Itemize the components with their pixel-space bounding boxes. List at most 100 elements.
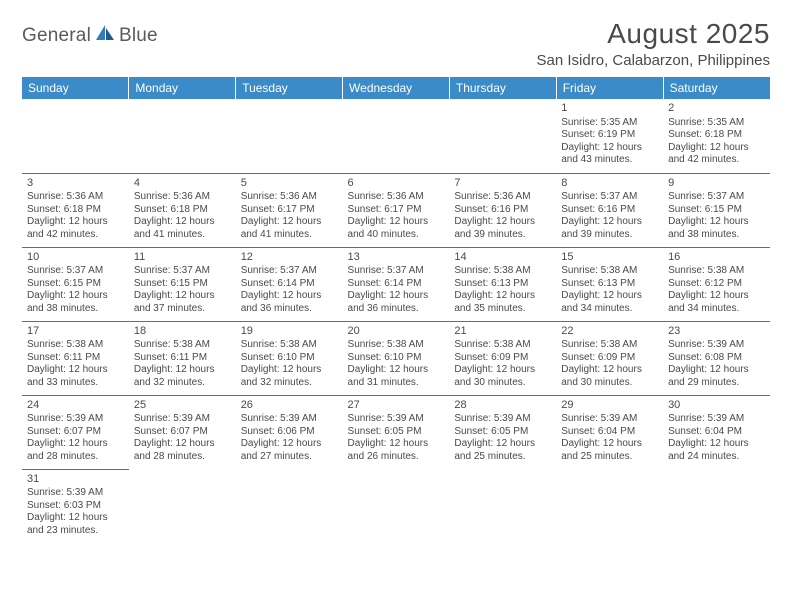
day-info-line: Sunrise: 5:37 AM (27, 265, 124, 278)
day-info-line: Daylight: 12 hours (561, 438, 658, 451)
day-info-line: and 24 minutes. (668, 451, 765, 464)
logo-text-second: Blue (119, 25, 158, 47)
calendar-cell (449, 469, 556, 543)
day-info-line: and 26 minutes. (348, 451, 445, 464)
day-info-line: Sunset: 6:07 PM (134, 426, 231, 439)
day-info-line: Sunset: 6:06 PM (241, 426, 338, 439)
calendar-cell: 13Sunrise: 5:37 AMSunset: 6:14 PMDayligh… (343, 247, 450, 321)
calendar-row: 17Sunrise: 5:38 AMSunset: 6:11 PMDayligh… (22, 321, 770, 395)
day-number: 26 (241, 399, 338, 413)
day-header: Sunday (22, 77, 129, 99)
calendar-cell: 24Sunrise: 5:39 AMSunset: 6:07 PMDayligh… (22, 395, 129, 469)
calendar-cell (343, 99, 450, 173)
calendar-cell: 28Sunrise: 5:39 AMSunset: 6:05 PMDayligh… (449, 395, 556, 469)
day-info-line: and 35 minutes. (454, 303, 551, 316)
day-number: 22 (561, 325, 658, 339)
day-info-line: Daylight: 12 hours (454, 364, 551, 377)
day-info-line: and 36 minutes. (348, 303, 445, 316)
day-info-line: Sunrise: 5:36 AM (241, 191, 338, 204)
day-number: 4 (134, 177, 231, 191)
calendar-cell: 1Sunrise: 5:35 AMSunset: 6:19 PMDaylight… (556, 99, 663, 173)
day-info-line: Sunrise: 5:38 AM (454, 339, 551, 352)
calendar-cell: 21Sunrise: 5:38 AMSunset: 6:09 PMDayligh… (449, 321, 556, 395)
day-info-line: Daylight: 12 hours (668, 364, 765, 377)
day-info-line: Sunset: 6:04 PM (668, 426, 765, 439)
day-info-line: Daylight: 12 hours (348, 438, 445, 451)
day-info-line: and 42 minutes. (668, 154, 765, 167)
day-info-line: Daylight: 12 hours (348, 364, 445, 377)
day-info-line: Sunrise: 5:39 AM (561, 413, 658, 426)
calendar-cell (663, 469, 770, 543)
day-info-line: and 31 minutes. (348, 377, 445, 390)
calendar-cell: 11Sunrise: 5:37 AMSunset: 6:15 PMDayligh… (129, 247, 236, 321)
calendar-cell: 3Sunrise: 5:36 AMSunset: 6:18 PMDaylight… (22, 173, 129, 247)
day-info-line: Daylight: 12 hours (348, 290, 445, 303)
day-number: 20 (348, 325, 445, 339)
day-info-line: Sunrise: 5:38 AM (27, 339, 124, 352)
calendar-row: 10Sunrise: 5:37 AMSunset: 6:15 PMDayligh… (22, 247, 770, 321)
day-info-line: Daylight: 12 hours (27, 512, 124, 525)
day-number: 17 (27, 325, 124, 339)
calendar-cell (129, 99, 236, 173)
title-block: August 2025 San Isidro, Calabarzon, Phil… (537, 18, 770, 69)
day-info-line: Sunrise: 5:37 AM (348, 265, 445, 278)
day-number: 6 (348, 177, 445, 191)
calendar-cell: 2Sunrise: 5:35 AMSunset: 6:18 PMDaylight… (663, 99, 770, 173)
day-info-line: Daylight: 12 hours (454, 216, 551, 229)
day-number: 11 (134, 251, 231, 265)
day-info-line: and 38 minutes. (27, 303, 124, 316)
calendar-cell: 25Sunrise: 5:39 AMSunset: 6:07 PMDayligh… (129, 395, 236, 469)
calendar-cell: 10Sunrise: 5:37 AMSunset: 6:15 PMDayligh… (22, 247, 129, 321)
day-info-line: and 41 minutes. (241, 229, 338, 242)
day-number: 13 (348, 251, 445, 265)
day-info-line: Sunset: 6:07 PM (27, 426, 124, 439)
day-info-line: Sunrise: 5:38 AM (561, 339, 658, 352)
day-info-line: Sunset: 6:03 PM (27, 500, 124, 513)
calendar-cell (449, 99, 556, 173)
calendar-page: General Blue August 2025 San Isidro, Cal… (0, 0, 792, 553)
calendar-cell: 22Sunrise: 5:38 AMSunset: 6:09 PMDayligh… (556, 321, 663, 395)
day-info-line: Daylight: 12 hours (668, 142, 765, 155)
day-info-line: Daylight: 12 hours (348, 216, 445, 229)
calendar-cell: 31Sunrise: 5:39 AMSunset: 6:03 PMDayligh… (22, 469, 129, 543)
day-header: Monday (129, 77, 236, 99)
calendar-cell: 7Sunrise: 5:36 AMSunset: 6:16 PMDaylight… (449, 173, 556, 247)
day-info-line: Sunset: 6:13 PM (561, 278, 658, 291)
day-info-line: and 25 minutes. (454, 451, 551, 464)
day-info-line: Daylight: 12 hours (561, 216, 658, 229)
day-info-line: Sunrise: 5:38 AM (454, 265, 551, 278)
day-info-line: Daylight: 12 hours (454, 290, 551, 303)
day-info-line: and 41 minutes. (134, 229, 231, 242)
day-header: Saturday (663, 77, 770, 99)
day-info-line: Sunset: 6:16 PM (561, 204, 658, 217)
day-header: Thursday (449, 77, 556, 99)
day-info-line: Sunrise: 5:38 AM (668, 265, 765, 278)
day-header: Tuesday (236, 77, 343, 99)
day-info-line: and 32 minutes. (241, 377, 338, 390)
calendar-cell (236, 469, 343, 543)
day-info-line: Sunset: 6:18 PM (668, 129, 765, 142)
day-info-line: Daylight: 12 hours (561, 142, 658, 155)
day-info-line: Sunset: 6:15 PM (27, 278, 124, 291)
day-header: Wednesday (343, 77, 450, 99)
day-info-line: Sunrise: 5:36 AM (27, 191, 124, 204)
day-number: 28 (454, 399, 551, 413)
day-info-line: Sunrise: 5:39 AM (134, 413, 231, 426)
day-info-line: Sunset: 6:11 PM (134, 352, 231, 365)
day-info-line: and 30 minutes. (561, 377, 658, 390)
day-info-line: Sunrise: 5:37 AM (134, 265, 231, 278)
day-header: Friday (556, 77, 663, 99)
calendar-cell: 27Sunrise: 5:39 AMSunset: 6:05 PMDayligh… (343, 395, 450, 469)
day-info-line: Daylight: 12 hours (27, 290, 124, 303)
day-info-line: Sunset: 6:19 PM (561, 129, 658, 142)
calendar-cell: 20Sunrise: 5:38 AMSunset: 6:10 PMDayligh… (343, 321, 450, 395)
calendar-cell: 16Sunrise: 5:38 AMSunset: 6:12 PMDayligh… (663, 247, 770, 321)
calendar-row: 31Sunrise: 5:39 AMSunset: 6:03 PMDayligh… (22, 469, 770, 543)
calendar-cell: 4Sunrise: 5:36 AMSunset: 6:18 PMDaylight… (129, 173, 236, 247)
calendar-cell (236, 99, 343, 173)
calendar-row: 24Sunrise: 5:39 AMSunset: 6:07 PMDayligh… (22, 395, 770, 469)
day-info-line: Sunset: 6:08 PM (668, 352, 765, 365)
day-number: 31 (27, 473, 124, 487)
day-info-line: and 33 minutes. (27, 377, 124, 390)
day-info-line: Sunrise: 5:39 AM (454, 413, 551, 426)
